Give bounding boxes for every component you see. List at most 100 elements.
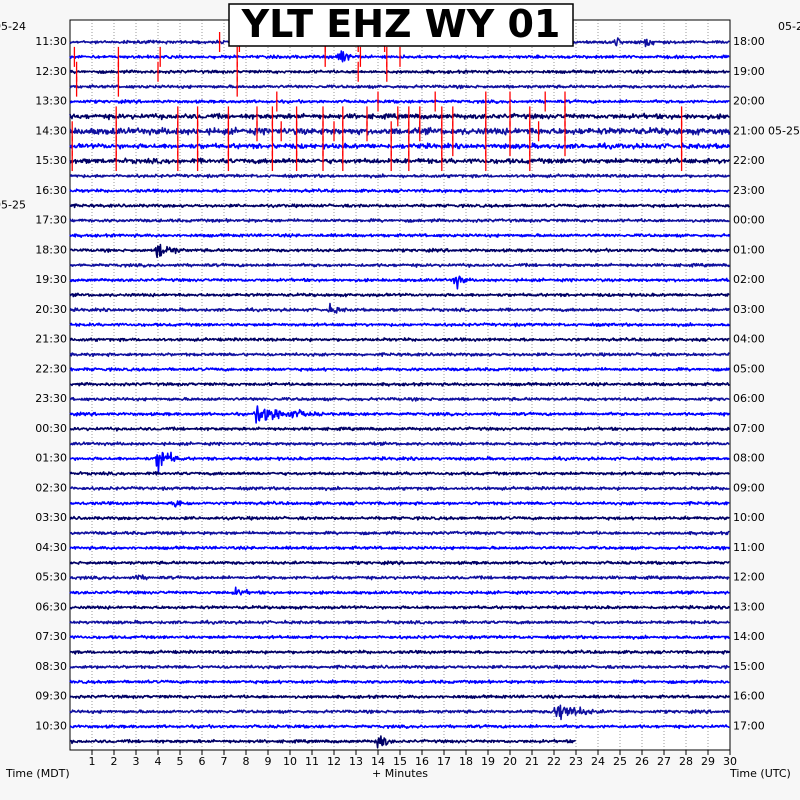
- trace-row: [69, 396, 730, 402]
- right-time-label: 07:00: [733, 422, 765, 435]
- left-time-label: 07:30: [35, 630, 67, 643]
- x-tick-label: 14: [371, 755, 385, 768]
- left-time-label: 00:30: [35, 422, 67, 435]
- trace-row: [69, 366, 731, 372]
- right-time-label: 16:00: [733, 690, 765, 703]
- right-time-label: 20:00: [733, 95, 765, 108]
- trace-row: [69, 292, 730, 298]
- x-tick-label: 8: [243, 755, 250, 768]
- trace-row: [69, 157, 730, 165]
- x-tick-label: 26: [635, 755, 649, 768]
- left-time-label: 15:30: [35, 154, 67, 167]
- trace-row: [69, 679, 730, 685]
- trace-row: [69, 515, 730, 521]
- trace-row: [69, 84, 730, 90]
- x-tick-label: 7: [221, 755, 228, 768]
- x-tick-label: 11: [305, 755, 319, 768]
- trace-row: [69, 188, 730, 194]
- left-time-label: 13:30: [35, 95, 67, 108]
- right-time-label: 01:00: [733, 243, 765, 256]
- left-time-label: 16:30: [35, 184, 67, 197]
- trace-row: [69, 545, 731, 551]
- x-tick-label: 28: [679, 755, 693, 768]
- event-markers: [71, 32, 683, 172]
- x-tick-label: 13: [349, 755, 363, 768]
- x-tick-label: 6: [199, 755, 206, 768]
- trace-row: [69, 126, 731, 136]
- left-time-label: 17:30: [35, 214, 67, 227]
- right-date-label: 05-25: [768, 124, 800, 137]
- right-time-label: 14:00: [733, 630, 765, 643]
- x-tick-label: 17: [437, 755, 451, 768]
- trace-row: [69, 352, 730, 358]
- right-time-label: 08:00: [733, 452, 765, 465]
- x-tick-label: 23: [569, 755, 583, 768]
- right-axis-label: Time (UTC): [729, 767, 791, 780]
- left-time-label: 12:30: [35, 65, 67, 78]
- trace-row: [69, 275, 730, 290]
- left-time-label: 06:30: [35, 600, 67, 613]
- left-time-label: 01:30: [35, 452, 67, 465]
- right-time-label: 00:00: [733, 214, 765, 227]
- x-tick-label: 24: [591, 755, 605, 768]
- x-tick-label: 19: [481, 755, 495, 768]
- trace-row: [69, 233, 731, 238]
- left-time-label: 09:30: [35, 690, 67, 703]
- right-time-label: 22:00: [733, 154, 765, 167]
- x-tick-label: 1: [89, 755, 96, 768]
- trace-row: [69, 735, 576, 749]
- x-tick-label: 2: [111, 755, 118, 768]
- trace-row: [69, 649, 731, 655]
- x-tick-label: 29: [701, 755, 715, 768]
- right-time-label: 23:00: [733, 184, 765, 197]
- left-time-label: 21:30: [35, 333, 67, 346]
- right-time-label: 13:00: [733, 600, 765, 613]
- x-tick-label: 15: [393, 755, 407, 768]
- seismic-traces: [69, 37, 731, 749]
- left-time-label: 05:30: [35, 571, 67, 584]
- x-tick-label: 16: [415, 755, 429, 768]
- trace-row: [69, 586, 730, 596]
- x-tick-label: 30: [723, 755, 737, 768]
- trace-row: [69, 500, 730, 508]
- title-box: [228, 3, 574, 47]
- trace-row: [69, 69, 730, 75]
- x-tick-label: 20: [503, 755, 517, 768]
- trace-row: [69, 203, 730, 209]
- right-time-label: 05:00: [733, 362, 765, 375]
- trace-row: [69, 560, 730, 566]
- right-time-label: 03:00: [733, 303, 765, 316]
- x-tick-label: 25: [613, 755, 627, 768]
- trace-row: [69, 322, 731, 328]
- trace-row: [69, 723, 730, 730]
- x-axis-label: + Minutes: [372, 767, 428, 780]
- right-time-label: 21:00: [733, 124, 765, 137]
- trace-row: [69, 142, 731, 150]
- left-time-label: 14:30: [35, 124, 67, 137]
- trace-row: [69, 694, 731, 700]
- trace-row: [69, 704, 731, 721]
- x-tick-label: 27: [657, 755, 671, 768]
- left-time-label: 18:30: [35, 243, 67, 256]
- trace-row: [69, 574, 730, 581]
- trace-row: [69, 302, 730, 314]
- right-time-label: 09:00: [733, 481, 765, 494]
- trace-row: [69, 485, 730, 492]
- trace-row: [69, 530, 730, 536]
- right-time-label: 02:00: [733, 273, 765, 286]
- chart-title: YLT EHZ WY 01: [241, 2, 561, 46]
- right-time-label: 18:00: [733, 35, 765, 48]
- x-tick-label: 21: [525, 755, 539, 768]
- trace-row: [69, 218, 730, 223]
- trace-row: [69, 619, 730, 625]
- trace-row: [69, 664, 730, 670]
- right-time-label: 17:00: [733, 719, 765, 732]
- left-time-label: 03:30: [35, 511, 67, 524]
- left-time-label: 23:30: [35, 392, 67, 405]
- left-date-label: 05-24: [0, 20, 26, 33]
- trace-row: [69, 381, 731, 387]
- left-time-label: 20:30: [35, 303, 67, 316]
- right-time-label: 12:00: [733, 571, 765, 584]
- left-time-label: 11:30: [35, 35, 67, 48]
